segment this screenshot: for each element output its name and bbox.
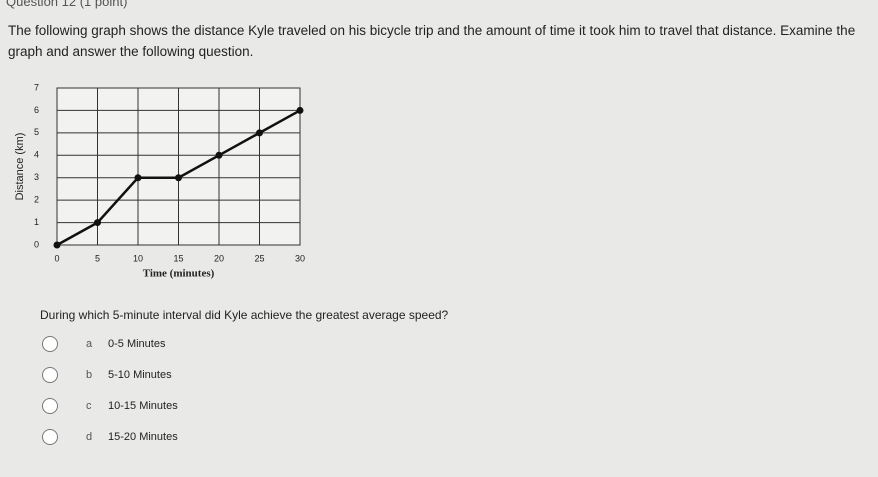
y-tick-label: 0 <box>34 239 39 249</box>
data-point <box>256 129 263 137</box>
option-letter: d <box>86 431 93 443</box>
data-point <box>215 151 223 159</box>
radio-button[interactable] <box>42 398 58 414</box>
y-tick-label: 5 <box>34 127 39 137</box>
option-text: 15-20 Minutes <box>108 431 178 443</box>
option-letter: a <box>86 338 93 350</box>
data-point <box>296 106 304 114</box>
data-point <box>134 174 142 182</box>
y-tick-label: 6 <box>34 105 39 115</box>
y-tick-label: 1 <box>34 217 39 227</box>
option-text: 10-15 Minutes <box>108 400 178 412</box>
option-letter: b <box>86 369 93 381</box>
y-tick-label: 3 <box>34 172 39 182</box>
data-point <box>94 219 101 227</box>
y-tick-label: 2 <box>34 195 39 205</box>
radio-button[interactable] <box>42 367 58 383</box>
x-tick-label: 15 <box>173 253 183 263</box>
option[interactable]: a 0-5 Minutes <box>42 336 165 352</box>
option-letter: c <box>86 400 92 412</box>
x-axis-label: Time (minutes) <box>143 268 215 280</box>
y-tick-label: 7 <box>34 82 39 92</box>
radio-button[interactable] <box>42 336 58 352</box>
x-tick-label: 10 <box>133 253 143 263</box>
data-point <box>175 174 182 182</box>
x-tick-label: 30 <box>295 253 305 263</box>
option[interactable]: b 5-10 Minutes <box>42 367 172 383</box>
x-tick-label: 5 <box>95 253 100 263</box>
option-text: 5-10 Minutes <box>108 369 172 381</box>
question-header: Question 12 (1 point) <box>6 0 128 9</box>
x-tick-label: 0 <box>54 253 59 263</box>
y-axis-label: Distance (km) <box>14 133 26 201</box>
y-tick-label: 4 <box>34 150 39 160</box>
option-text: 0-5 Minutes <box>108 338 166 350</box>
x-tick-label: 25 <box>254 253 264 263</box>
x-tick-label: 20 <box>214 253 224 263</box>
radio-button[interactable] <box>42 429 58 445</box>
chart: 0 1 2 3 4 5 6 7 0 5 10 15 20 25 30 Time (minutes) Distan… <box>14 82 305 280</box>
option[interactable]: c 10-15 Minutes <box>42 398 178 414</box>
prompt: The following graph shows the distance K… <box>8 23 856 59</box>
data-point <box>53 241 61 249</box>
question: During which 5-minute interval did Kyle … <box>40 308 449 322</box>
option[interactable]: d 15-20 Minutes <box>42 429 178 445</box>
